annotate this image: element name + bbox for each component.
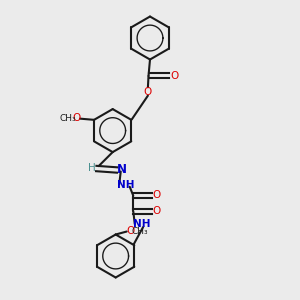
Text: O: O — [126, 226, 134, 236]
Text: NH: NH — [133, 219, 150, 230]
Text: O: O — [153, 190, 161, 200]
Text: N: N — [117, 163, 127, 176]
Text: O: O — [170, 71, 178, 81]
Text: O: O — [153, 206, 161, 216]
Text: O: O — [143, 87, 151, 97]
Text: CH₃: CH₃ — [59, 114, 76, 123]
Text: O: O — [72, 113, 81, 123]
Text: CH₃: CH₃ — [131, 227, 148, 236]
Text: NH: NH — [117, 180, 134, 190]
Text: H: H — [88, 163, 95, 173]
